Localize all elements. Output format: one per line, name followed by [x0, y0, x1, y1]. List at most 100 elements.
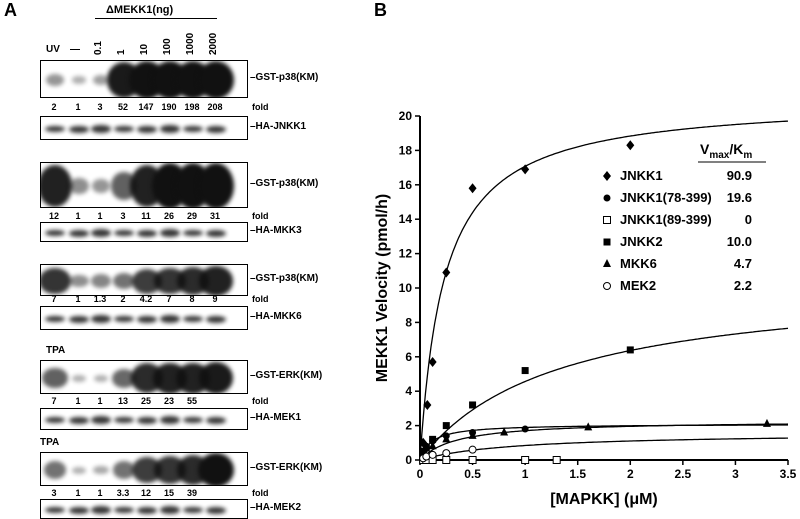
fit-curve-mkk6 — [419, 423, 789, 461]
legend-marker-mkk6 — [603, 259, 611, 267]
fold-word: fold — [252, 294, 269, 304]
x-tick-label: 0.5 — [464, 467, 481, 481]
fold-word: fold — [252, 396, 269, 406]
blot-band — [137, 125, 157, 133]
blot-band — [92, 74, 110, 86]
fold-value: 15 — [163, 488, 175, 498]
y-tick-label: 6 — [405, 350, 412, 364]
blot-band — [41, 267, 71, 295]
blot-band — [206, 315, 226, 323]
fold-value: 1 — [75, 102, 81, 112]
blot-band — [160, 229, 180, 237]
data-point-mek2 — [442, 449, 451, 458]
fit-curve-jnkk2 — [419, 327, 789, 461]
data-point-jnkk1-89-399 — [521, 456, 530, 464]
legend-header-sub: m — [743, 150, 752, 161]
data-point-mkk6 — [428, 441, 437, 450]
blot-band — [91, 229, 111, 237]
data-point-mkk6 — [500, 427, 509, 436]
fold-value: 7 — [166, 294, 172, 304]
lane-label: UV — [46, 44, 60, 55]
x-tick-label: 3 — [732, 467, 739, 481]
blot-band — [160, 416, 180, 424]
blot-band — [114, 230, 134, 236]
lane-label: 1000 — [185, 32, 196, 55]
legend-value-jnkk2: 10.0 — [727, 234, 752, 249]
legend-value-mek2: 2.2 — [734, 278, 752, 293]
y-tick-label: 0 — [405, 453, 412, 467]
x-tick-label: 1 — [522, 467, 529, 481]
fold-value: 11 — [141, 211, 151, 221]
fold-value: 9 — [212, 294, 218, 304]
fold-value: 2 — [120, 294, 126, 304]
fold-value: 39 — [186, 488, 198, 498]
legend-label-mkk6: MKK6 — [620, 256, 657, 271]
blot-band — [43, 461, 67, 479]
lane-label: 0.1 — [93, 41, 104, 55]
fold-value: 1 — [97, 211, 103, 221]
lane-label: — — [70, 44, 80, 55]
data-point-jnkk1 — [626, 140, 635, 151]
fold-value: 190 — [161, 102, 177, 112]
blot-band — [183, 417, 203, 423]
y-tick-label: 20 — [399, 109, 413, 123]
lane-label: 10 — [139, 43, 150, 55]
blot-image-kinase — [40, 116, 248, 140]
x-tick-label: 3.5 — [780, 467, 797, 481]
blot-image-kinase — [40, 306, 248, 330]
blot-band — [91, 506, 111, 514]
legend-value-jnkk1: 90.9 — [727, 168, 752, 183]
data-point-jnkk1 — [442, 267, 451, 278]
blot-image-substrate — [40, 60, 248, 98]
fold-value: 23 — [163, 396, 175, 406]
fold-value: 31 — [209, 211, 221, 221]
fold-value: 7 — [51, 294, 57, 304]
tpa-label: TPA — [46, 345, 66, 356]
fold-value: 7 — [51, 396, 57, 406]
fold-value: 1 — [97, 488, 103, 498]
blot-band — [45, 230, 65, 236]
fold-word: fold — [252, 488, 269, 498]
blot-label-substrate: –GST-p38(KM) — [250, 273, 319, 284]
data-point-mkk6 — [442, 434, 451, 443]
blot-band — [112, 272, 136, 290]
x-axis-title: [MAPKK] (μM) — [550, 491, 658, 508]
blot-band — [198, 61, 234, 97]
blot-image-kinase — [40, 499, 248, 519]
lane-label: 1 — [116, 49, 127, 55]
x-tick-label: 1.5 — [569, 467, 586, 481]
data-point-jnkk1-89-399 — [468, 456, 477, 464]
blot-band — [199, 266, 233, 295]
blot-band — [160, 315, 180, 323]
legend-value-mkk6: 4.7 — [734, 256, 752, 271]
blot-band — [114, 126, 134, 132]
blot-band — [137, 229, 157, 237]
blot-image-substrate — [40, 360, 248, 394]
blot-band — [137, 416, 157, 424]
lane-label: 2000 — [208, 32, 219, 55]
dmekk1-header: ΔMEKK1(ng) — [106, 4, 174, 16]
y-tick-label: 4 — [405, 384, 412, 398]
blot-band — [45, 507, 65, 513]
lane-label: 100 — [162, 38, 173, 55]
blot-band — [198, 361, 234, 393]
fold-value: 1 — [75, 211, 81, 221]
data-point-mek2 — [468, 445, 477, 454]
legend-label-jnkk1: JNKK1 — [620, 168, 663, 183]
blot-image-kinase — [40, 408, 248, 430]
blot-band — [45, 316, 65, 322]
fold-value: 2 — [51, 102, 57, 112]
blot-image-substrate — [40, 264, 248, 296]
fold-value: 12 — [140, 488, 152, 498]
blot-band — [183, 126, 203, 132]
fold-value: 198 — [184, 102, 200, 112]
data-point-jnkk1 — [521, 164, 530, 175]
fold-value: 147 — [138, 102, 154, 112]
fold-value: 3 — [51, 488, 57, 498]
data-point-jnkk2 — [422, 444, 430, 452]
blot-label-substrate: –GST-ERK(KM) — [250, 370, 323, 381]
blot-band — [112, 461, 136, 479]
blot-band — [91, 315, 111, 323]
data-point-jnkk1 — [428, 356, 437, 367]
blot-band — [69, 315, 89, 323]
